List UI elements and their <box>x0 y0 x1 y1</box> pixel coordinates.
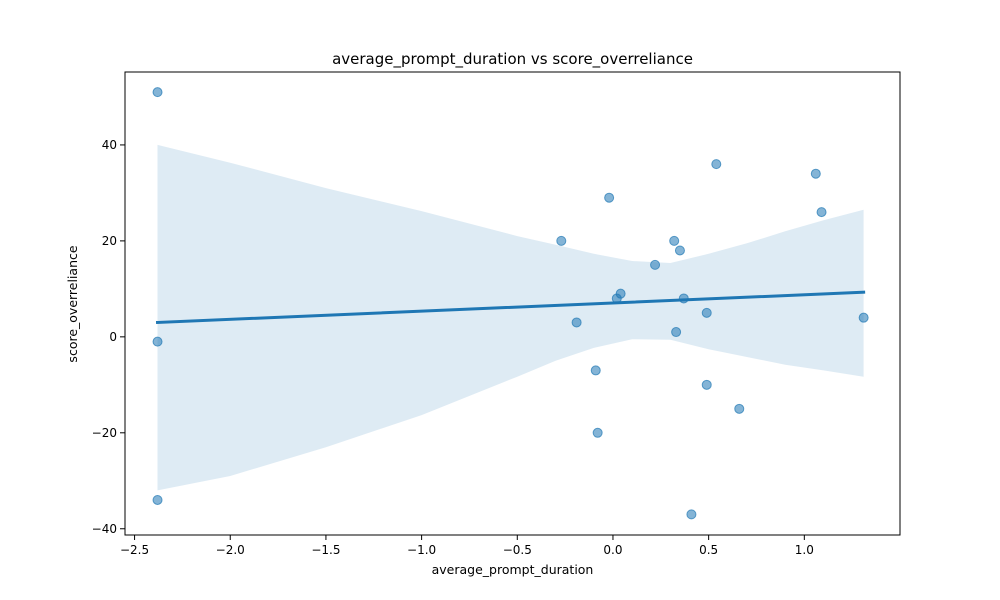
y-axis-label: score_overreliance <box>65 245 80 362</box>
y-tick-label-5: 40 <box>102 138 117 152</box>
data-point-16 <box>686 509 697 520</box>
x-tick-label-7: 0.5 <box>699 543 718 557</box>
y-tick-label-1: −40 <box>92 522 117 536</box>
y-tick-label-2: −20 <box>92 426 117 440</box>
plot-area <box>124 71 901 536</box>
data-point-19 <box>711 159 722 170</box>
x-tick-label-3: −1.5 <box>311 543 340 557</box>
x-axis-label: average_prompt_duration <box>432 562 594 577</box>
data-point-3 <box>152 494 163 505</box>
y-tick-label-4: 20 <box>102 234 117 248</box>
data-point-22 <box>816 207 827 218</box>
y-tick-label-3: 0 <box>109 330 117 344</box>
data-point-23 <box>858 312 869 323</box>
confidence-band <box>157 144 864 491</box>
data-point-4 <box>556 235 567 246</box>
x-tick-label-1: −2.5 <box>120 543 149 557</box>
x-tick-label-8: 1.0 <box>795 543 814 557</box>
data-point-13 <box>671 327 682 338</box>
data-point-12 <box>669 235 680 246</box>
data-point-17 <box>701 307 712 318</box>
plot-frame <box>124 71 901 536</box>
data-point-11 <box>650 259 661 270</box>
regression-line <box>155 290 866 325</box>
data-point-6 <box>590 365 601 376</box>
data-point-1 <box>152 87 163 98</box>
x-tick-label-5: −0.5 <box>503 543 532 557</box>
data-point-20 <box>734 403 745 414</box>
chart-title: average_prompt_duration vs score_overrel… <box>332 50 693 69</box>
data-point-10 <box>615 288 626 299</box>
x-tick-label-6: 0.0 <box>603 543 622 557</box>
data-point-8 <box>604 192 615 203</box>
data-point-21 <box>810 168 821 179</box>
x-tick-label-4: −1.0 <box>407 543 436 557</box>
x-tick-label-2: −2.0 <box>216 543 245 557</box>
data-point-2 <box>152 336 163 347</box>
data-point-15 <box>678 293 689 304</box>
x-axis: −2.5 −2.0 −1.5 −1.0 −0.5 0.0 0.5 1.0 <box>120 535 814 557</box>
data-point-7 <box>592 427 603 438</box>
data-point-5 <box>571 317 582 328</box>
data-point-18 <box>701 379 712 390</box>
y-axis: −40 −20 0 20 40 <box>92 138 125 536</box>
data-point-14 <box>674 245 685 256</box>
